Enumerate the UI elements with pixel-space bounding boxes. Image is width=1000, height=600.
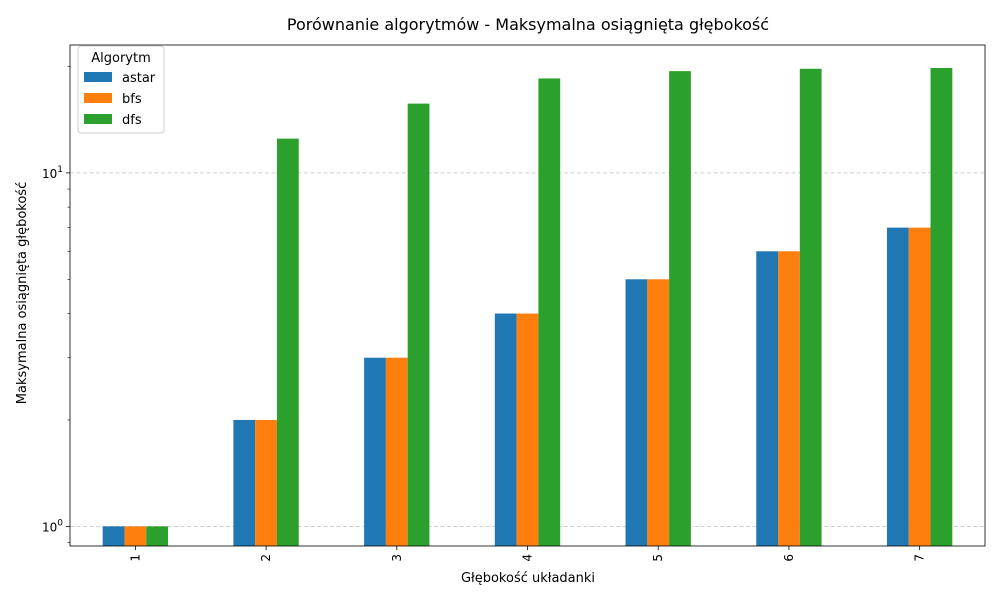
bar-bfs-7 bbox=[908, 227, 931, 546]
bar-astar-4 bbox=[494, 313, 517, 546]
x-tick-label-7: 7 bbox=[913, 554, 927, 562]
chart-title: Porównanie algorytmów - Maksymalna osiąg… bbox=[287, 15, 769, 34]
x-tick-label-6: 6 bbox=[782, 554, 796, 562]
bar-dfs-1 bbox=[146, 526, 169, 546]
x-tick-label-2: 2 bbox=[259, 554, 273, 562]
bar-astar-2 bbox=[233, 419, 256, 546]
y-tick-label-1: 101 bbox=[42, 165, 63, 181]
x-tick-label-3: 3 bbox=[390, 554, 404, 562]
legend: Algorytm astar bfs dfs bbox=[77, 45, 165, 134]
x-axis-label: Głębokość układanki bbox=[461, 571, 595, 586]
bars bbox=[102, 67, 953, 547]
bar-dfs-7 bbox=[930, 67, 953, 547]
legend-label-dfs: dfs bbox=[122, 113, 142, 128]
legend-swatch-astar bbox=[84, 72, 112, 82]
bar-bfs-6 bbox=[778, 251, 800, 546]
bar-dfs-3 bbox=[407, 103, 430, 546]
bar-astar-5 bbox=[625, 279, 648, 546]
y-tick-label-0: 100 bbox=[42, 518, 63, 534]
bar-bfs-2 bbox=[255, 419, 277, 546]
y-axis-label: Maksymalna osiągnięta głębokość bbox=[15, 182, 30, 404]
bar-dfs-4 bbox=[538, 78, 561, 546]
bar-bfs-1 bbox=[124, 526, 147, 546]
x-tick-label-1: 1 bbox=[128, 554, 142, 562]
legend-label-astar: astar bbox=[122, 71, 156, 86]
bar-astar-3 bbox=[364, 357, 386, 546]
x-tick-label-5: 5 bbox=[651, 554, 665, 562]
legend-frame bbox=[77, 45, 165, 134]
legend-swatch-bfs bbox=[84, 93, 112, 103]
bar-dfs-2 bbox=[276, 138, 299, 546]
legend-title: Algorytm bbox=[91, 51, 151, 66]
bar-dfs-5 bbox=[669, 71, 691, 546]
axes: 1 2 3 4 5 6 7 100 101 bbox=[42, 44, 986, 562]
legend-swatch-dfs bbox=[84, 114, 112, 124]
bar-bfs-5 bbox=[647, 279, 670, 546]
bar-bfs-4 bbox=[516, 313, 539, 546]
bar-astar-1 bbox=[102, 526, 125, 546]
bar-dfs-6 bbox=[799, 68, 822, 546]
legend-label-bfs: bfs bbox=[122, 92, 142, 107]
x-tick-label-4: 4 bbox=[521, 554, 535, 562]
bar-astar-7 bbox=[886, 227, 909, 546]
bar-bfs-3 bbox=[385, 357, 408, 546]
bar-astar-6 bbox=[756, 251, 779, 546]
